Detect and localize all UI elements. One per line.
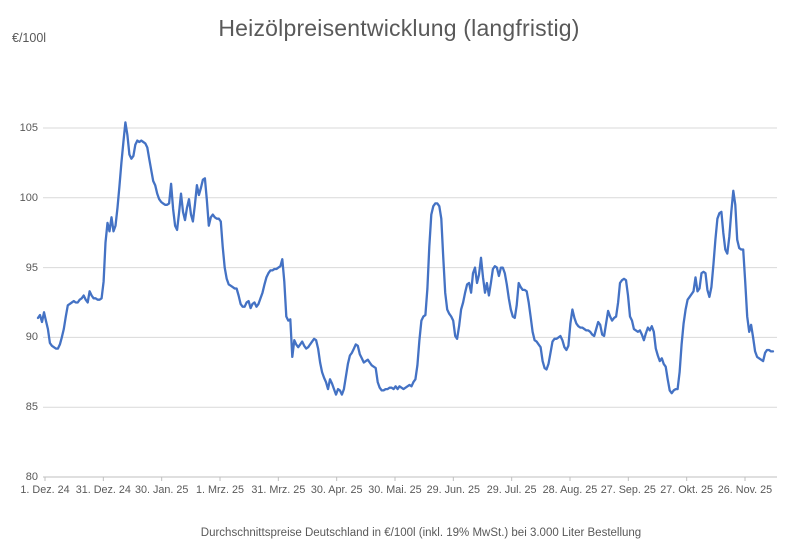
- x-tick-label: 29. Jun. 25: [426, 484, 481, 496]
- y-tick-label: 95: [25, 261, 38, 274]
- gridlines: [43, 127, 777, 478]
- x-tick-label: 27. Okt. 25: [660, 484, 714, 496]
- y-tick-label: 105: [19, 122, 38, 134]
- x-tick-label: 1. Dez. 24: [20, 484, 70, 496]
- x-axis-ticks: [44, 477, 746, 481]
- x-tick-label: 28. Aug. 25: [542, 484, 598, 496]
- x-tick-label: 29. Jul. 25: [486, 484, 537, 496]
- x-tick-label: 26. Nov. 25: [717, 484, 773, 496]
- y-tick-label: 90: [25, 331, 38, 344]
- price-line: [36, 121, 775, 396]
- chart-footnote: Durchschnittspreise Deutschland in €/100…: [200, 527, 642, 539]
- x-tick-label: 30. Apr. 25: [310, 484, 363, 496]
- x-tick-label: 31. Mrz. 25: [251, 484, 306, 496]
- x-tick-label: 1. Mrz. 25: [195, 484, 244, 496]
- x-tick-label: 31. Dez. 24: [75, 484, 131, 496]
- y-tick-label: 85: [25, 401, 38, 414]
- chart-title: Heizölpreisentwicklung (langfristig): [218, 15, 580, 41]
- x-tick-label: 27. Sep. 25: [600, 484, 656, 496]
- x-tick-label: 30. Mai. 25: [368, 484, 422, 496]
- y-tick-label: 100: [19, 191, 38, 204]
- y-tick-label: 80: [25, 471, 38, 483]
- x-tick-label: 30. Jan. 25: [134, 484, 189, 496]
- y-axis-unit-label: €/100l: [12, 31, 47, 45]
